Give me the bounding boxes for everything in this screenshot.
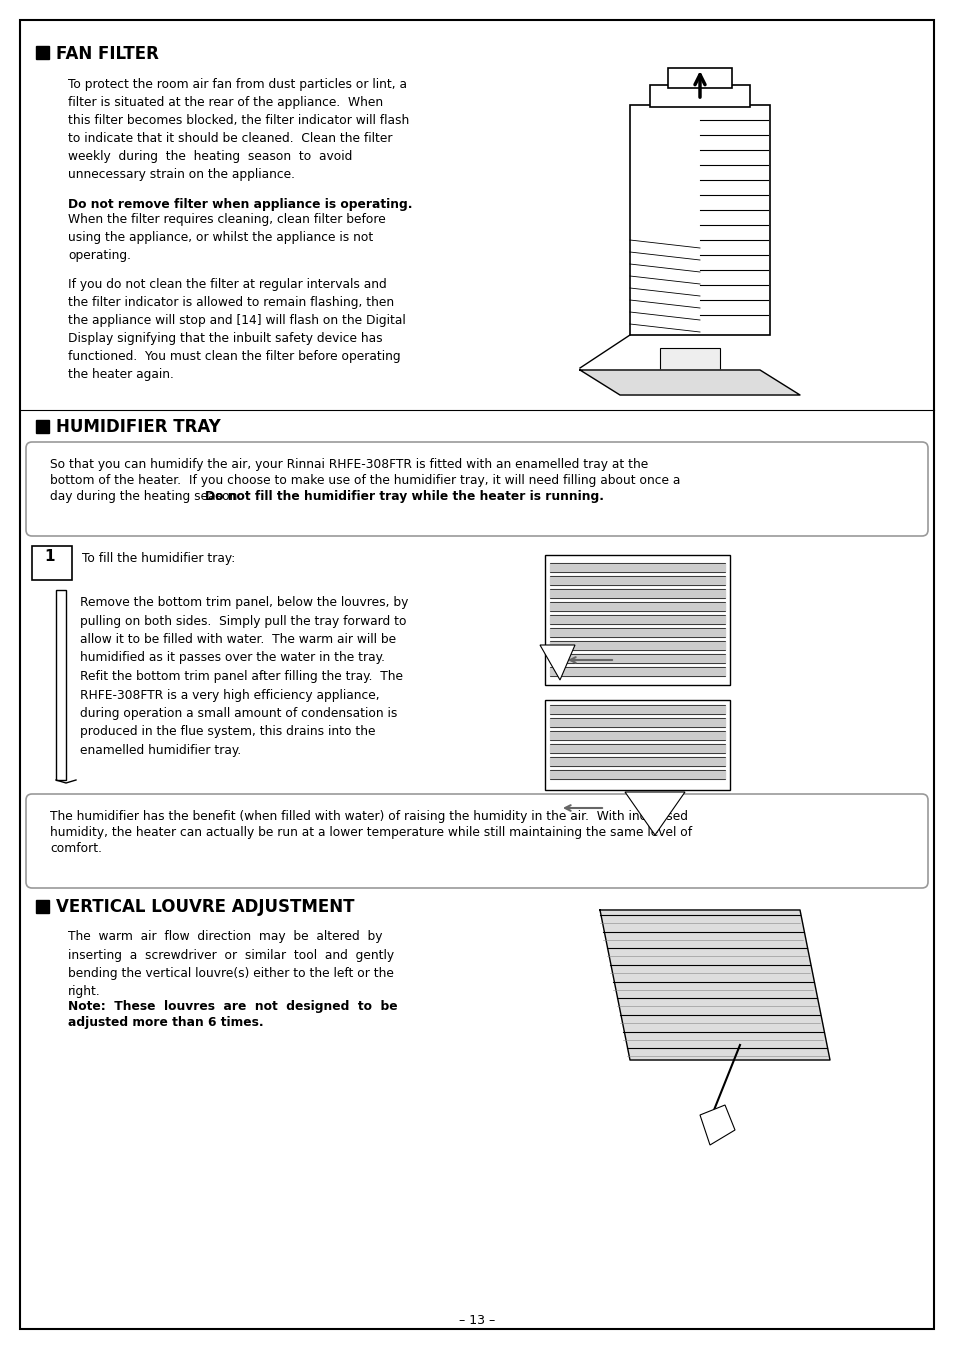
Text: adjusted more than 6 times.: adjusted more than 6 times. (68, 1016, 263, 1029)
Polygon shape (550, 770, 724, 778)
Polygon shape (550, 629, 724, 637)
FancyBboxPatch shape (26, 442, 927, 536)
Text: So that you can humidify the air, your Rinnai RHFE-308FTR is fitted with an enam: So that you can humidify the air, your R… (50, 459, 648, 471)
Bar (544, 554, 729, 685)
Polygon shape (550, 745, 724, 753)
Text: To fill the humidifier tray:: To fill the humidifier tray: (82, 552, 235, 565)
Text: Remove the bottom trim panel, below the louvres, by
pulling on both sides.  Simp: Remove the bottom trim panel, below the … (80, 596, 408, 757)
Polygon shape (550, 641, 724, 650)
Text: HUMIDIFIER TRAY: HUMIDIFIER TRAY (56, 418, 220, 436)
Polygon shape (550, 718, 724, 727)
Polygon shape (624, 792, 684, 835)
Text: The  warm  air  flow  direction  may  be  altered  by
inserting  a  screwdriver : The warm air flow direction may be alter… (68, 929, 394, 998)
Bar (56, 590, 66, 780)
Text: day during the heating season.: day during the heating season. (50, 490, 249, 503)
Text: To protect the room air fan from dust particles or lint, a
filter is situated at: To protect the room air fan from dust pa… (68, 78, 409, 181)
Text: Do not fill the humidifier tray while the heater is running.: Do not fill the humidifier tray while th… (205, 490, 603, 503)
Polygon shape (550, 757, 724, 766)
Text: 1: 1 (44, 549, 54, 564)
Polygon shape (550, 590, 724, 598)
Polygon shape (550, 602, 724, 611)
FancyBboxPatch shape (26, 795, 927, 888)
Bar (649, 85, 749, 107)
Bar (36, 46, 49, 59)
Polygon shape (550, 654, 724, 662)
Text: FAN FILTER: FAN FILTER (56, 45, 159, 63)
Polygon shape (550, 731, 724, 741)
Polygon shape (550, 563, 724, 572)
Bar (667, 67, 731, 88)
Bar (629, 105, 769, 335)
Text: When the filter requires cleaning, clean filter before
using the appliance, or w: When the filter requires cleaning, clean… (68, 213, 385, 262)
Polygon shape (700, 1105, 734, 1145)
Polygon shape (550, 706, 724, 714)
Text: Note:  These  louvres  are  not  designed  to  be: Note: These louvres are not designed to … (68, 1000, 397, 1013)
Bar (544, 700, 729, 791)
Text: Do not remove filter when appliance is operating.: Do not remove filter when appliance is o… (68, 198, 412, 210)
Text: VERTICAL LOUVRE ADJUSTMENT: VERTICAL LOUVRE ADJUSTMENT (56, 898, 355, 916)
Text: If you do not clean the filter at regular intervals and
the filter indicator is : If you do not clean the filter at regula… (68, 278, 405, 380)
Polygon shape (599, 911, 829, 1060)
Polygon shape (550, 615, 724, 625)
Bar (36, 420, 49, 433)
Polygon shape (550, 576, 724, 585)
Text: The humidifier has the benefit (when filled with water) of raising the humidity : The humidifier has the benefit (when fil… (50, 809, 687, 823)
Bar (36, 900, 49, 913)
Polygon shape (579, 370, 800, 395)
Text: – 13 –: – 13 – (458, 1314, 495, 1327)
Bar (659, 348, 720, 370)
Bar (544, 795, 729, 823)
Polygon shape (539, 645, 575, 680)
Polygon shape (550, 666, 724, 676)
Bar (32, 546, 71, 580)
Text: bottom of the heater.  If you choose to make use of the humidifier tray, it will: bottom of the heater. If you choose to m… (50, 473, 679, 487)
Text: humidity, the heater can actually be run at a lower temperature while still main: humidity, the heater can actually be run… (50, 826, 691, 839)
Text: comfort.: comfort. (50, 842, 102, 855)
